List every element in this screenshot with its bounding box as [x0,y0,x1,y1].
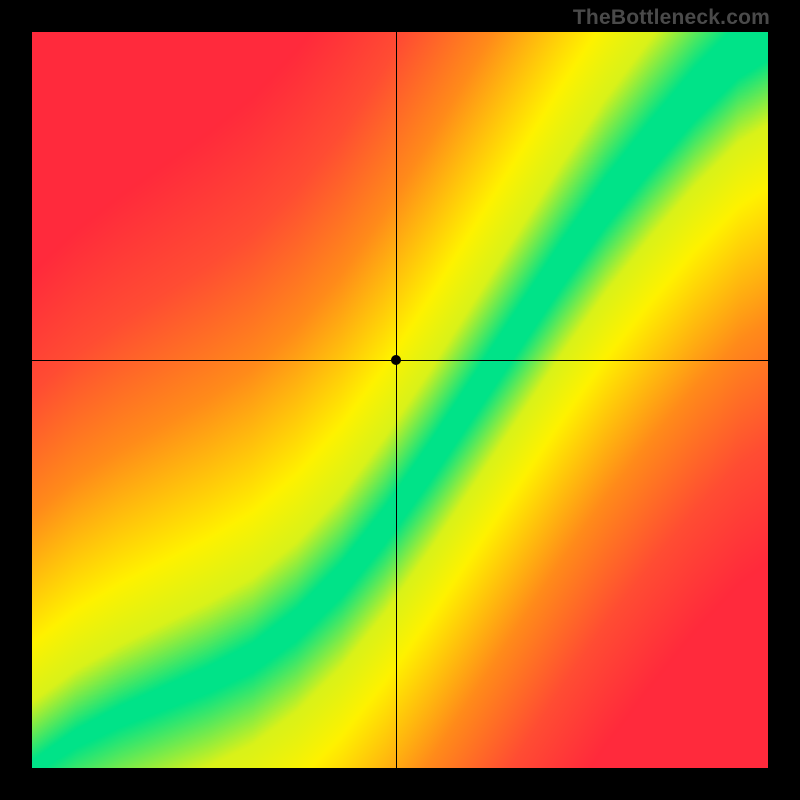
crosshair-vertical [396,32,397,768]
bottleneck-heatmap [32,32,768,768]
watermark-text: TheBottleneck.com [573,6,770,30]
marker-dot [391,355,401,365]
bottleneck-heatmap-frame [32,32,768,768]
